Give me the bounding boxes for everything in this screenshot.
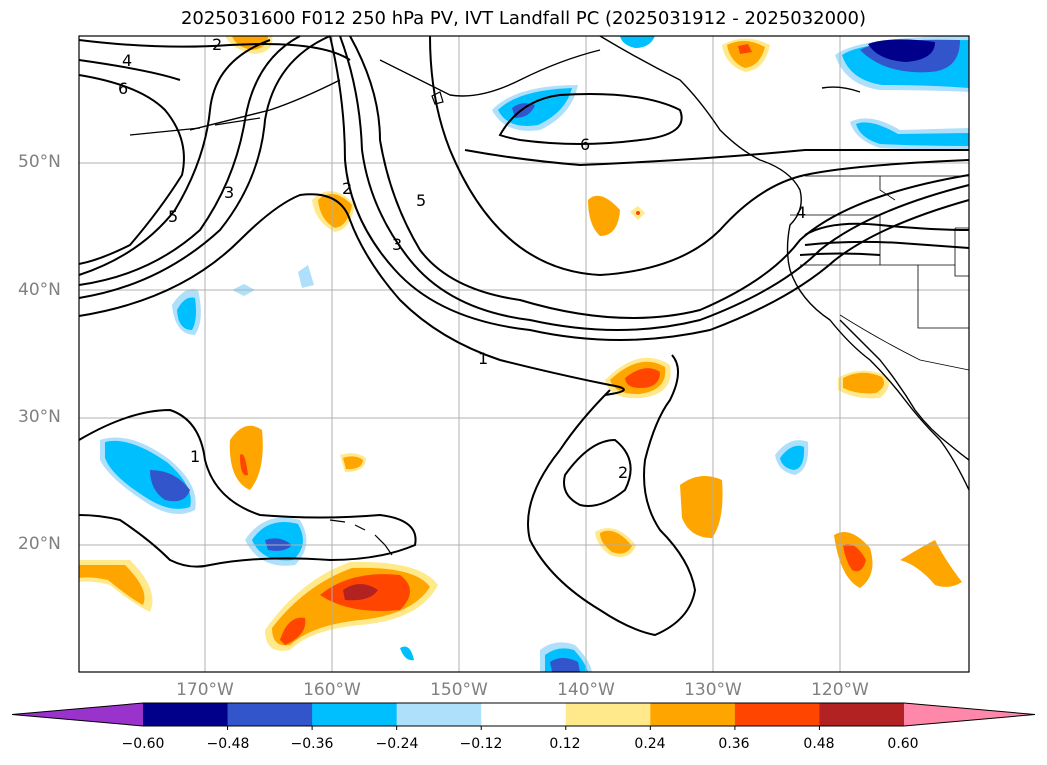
lat-label: 40°N bbox=[18, 280, 61, 300]
lon-label: 160°W bbox=[303, 680, 361, 700]
colorbar-tick-label: 0.60 bbox=[887, 736, 919, 752]
contour-label: 3 bbox=[392, 235, 402, 254]
colorbar-tick-label: −0.60 bbox=[121, 736, 165, 752]
contour-label: 4 bbox=[796, 203, 806, 222]
pv-contours bbox=[78, 35, 970, 637]
contour-label: 4 bbox=[122, 51, 132, 70]
contour-label: 6 bbox=[580, 135, 590, 154]
contour-label: 5 bbox=[168, 207, 178, 226]
lat-label: 20°N bbox=[18, 534, 61, 554]
lon-label: 130°W bbox=[684, 680, 742, 700]
lat-label: 30°N bbox=[18, 407, 61, 427]
contour-label: 1 bbox=[478, 349, 488, 368]
colorbar-tick-label: 0.12 bbox=[549, 736, 581, 752]
lon-label: 140°W bbox=[557, 680, 615, 700]
positive-anomaly-shading bbox=[79, 36, 962, 651]
negative-anomaly-shading bbox=[100, 36, 969, 672]
islands bbox=[129, 91, 444, 556]
contour-label: 2 bbox=[342, 179, 352, 198]
contour-labels: 2 4 6 5 3 2 5 3 6 1 1 2 4 bbox=[118, 35, 806, 482]
lat-label: 50°N bbox=[18, 152, 61, 172]
contour-label: 2 bbox=[618, 463, 628, 482]
coastlines bbox=[189, 35, 970, 491]
lon-label: 150°W bbox=[430, 680, 488, 700]
lon-label: 170°W bbox=[176, 680, 234, 700]
contour-label: 5 bbox=[416, 191, 426, 210]
colorbar-tick-label: −0.24 bbox=[375, 736, 419, 752]
plot-frame bbox=[78, 35, 970, 673]
gridlines bbox=[79, 36, 969, 672]
colorbar-tick-label: 0.24 bbox=[634, 736, 666, 752]
colorbar-tick-label: −0.36 bbox=[290, 736, 334, 752]
contour-label: 1 bbox=[190, 447, 200, 466]
colorbar-tick-label: 0.48 bbox=[803, 736, 835, 752]
map-title: 2025031600 F012 250 hPa PV, IVT Landfall… bbox=[180, 8, 867, 29]
contour-label: 2 bbox=[212, 35, 222, 54]
colorbar-tick-label: −0.48 bbox=[206, 736, 250, 752]
state-borders bbox=[790, 175, 970, 371]
contour-label: 3 bbox=[224, 183, 234, 202]
contour-label: 6 bbox=[118, 79, 128, 98]
lon-label: 120°W bbox=[811, 680, 869, 700]
colorbar-tick-label: 0.36 bbox=[718, 736, 750, 752]
colorbar-tick-label: −0.12 bbox=[459, 736, 503, 752]
